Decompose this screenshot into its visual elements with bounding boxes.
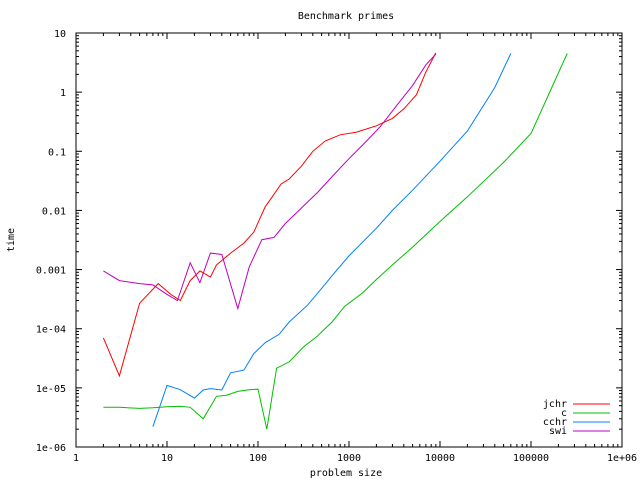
series-line-cchr xyxy=(152,53,512,427)
y-tick-label: 0.01 xyxy=(42,206,66,217)
series-layer xyxy=(102,52,568,430)
y-tick-label: 0.1 xyxy=(48,147,66,158)
x-axis-ticks: 1 10 100 1000 10000 100000 1e+06 xyxy=(73,33,637,464)
y-tick-label: 1 xyxy=(60,88,66,99)
series-line-swi xyxy=(103,53,437,311)
x-tick-label: 10 xyxy=(161,453,173,464)
x-tick-label: 1e+06 xyxy=(607,453,637,464)
legend-label-jchr: jchr xyxy=(543,399,567,410)
y-axis-label: time xyxy=(6,228,17,252)
y-axis-ticks: 1e-06 1e-05 1e-04 0.001 0.01 0.1 1 10 xyxy=(36,29,622,454)
x-tick-label: 1 xyxy=(73,453,79,464)
y-tick-label: 1e-05 xyxy=(36,384,66,395)
legend-label-c: c xyxy=(561,408,567,419)
plot-frame xyxy=(75,32,623,448)
series-line-c xyxy=(103,53,568,430)
x-tick-label: 100000 xyxy=(513,453,549,464)
x-tick-label: 100 xyxy=(249,453,267,464)
y-tick-label: 1e-04 xyxy=(36,325,66,336)
series-line-jchr xyxy=(102,52,437,378)
x-axis-label: problem size xyxy=(310,468,382,479)
legend-label-cchr: cchr xyxy=(543,417,567,428)
y-tick-label: 1e-06 xyxy=(36,443,66,454)
legend-label-swi: swi xyxy=(549,426,567,437)
chart-title: Benchmark primes xyxy=(298,11,394,22)
y-tick-label: 0.001 xyxy=(36,266,66,277)
x-tick-label: 1000 xyxy=(337,453,361,464)
x-tick-label: 10000 xyxy=(425,453,455,464)
y-tick-label: 10 xyxy=(54,29,66,40)
